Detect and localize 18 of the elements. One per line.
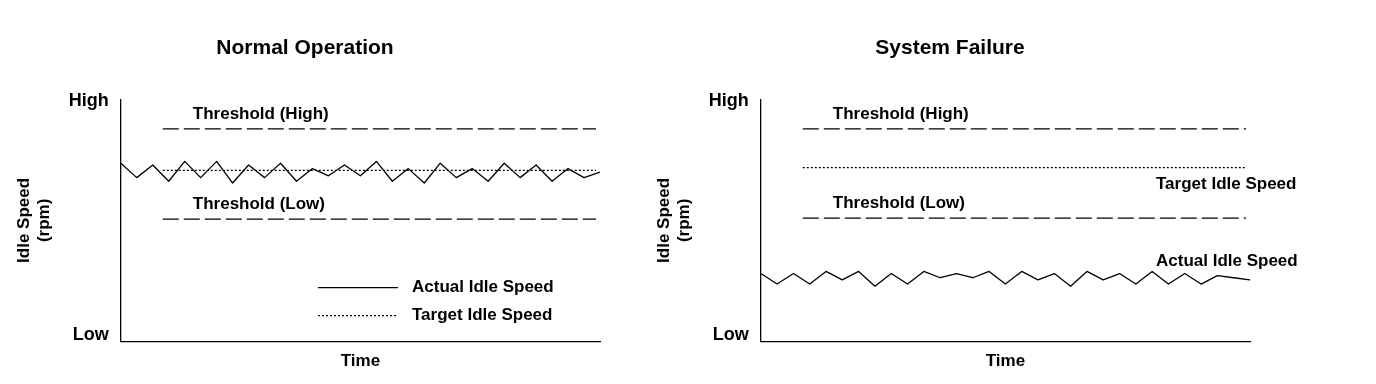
- text: Low: [72, 323, 110, 344]
- y-axis-title: Idle Speed (rpm): [653, 177, 694, 263]
- legend-label: Actual Idle Speed: [412, 277, 554, 297]
- text: High: [708, 90, 749, 111]
- ref-line-label: Threshold (High): [192, 104, 329, 124]
- text: High: [68, 90, 109, 111]
- x-axis-title: Time: [340, 351, 381, 371]
- chart-title: Normal Operation: [216, 35, 394, 59]
- legend-label: Target Idle Speed: [412, 305, 553, 325]
- ref-line-label: Threshold (Low): [192, 194, 326, 214]
- chart-title: System Failure: [875, 35, 1025, 59]
- ref-line-label: Target Idle Speed: [1156, 173, 1297, 193]
- ref-line-label: Threshold (High): [832, 104, 969, 124]
- y-axis-title: Idle Speed (rpm): [13, 177, 54, 263]
- series-label: Actual Idle Speed: [1156, 250, 1298, 270]
- text: Low: [712, 323, 750, 344]
- x-axis-title: Time: [985, 351, 1026, 371]
- ref-line-label: Threshold (Low): [832, 193, 966, 213]
